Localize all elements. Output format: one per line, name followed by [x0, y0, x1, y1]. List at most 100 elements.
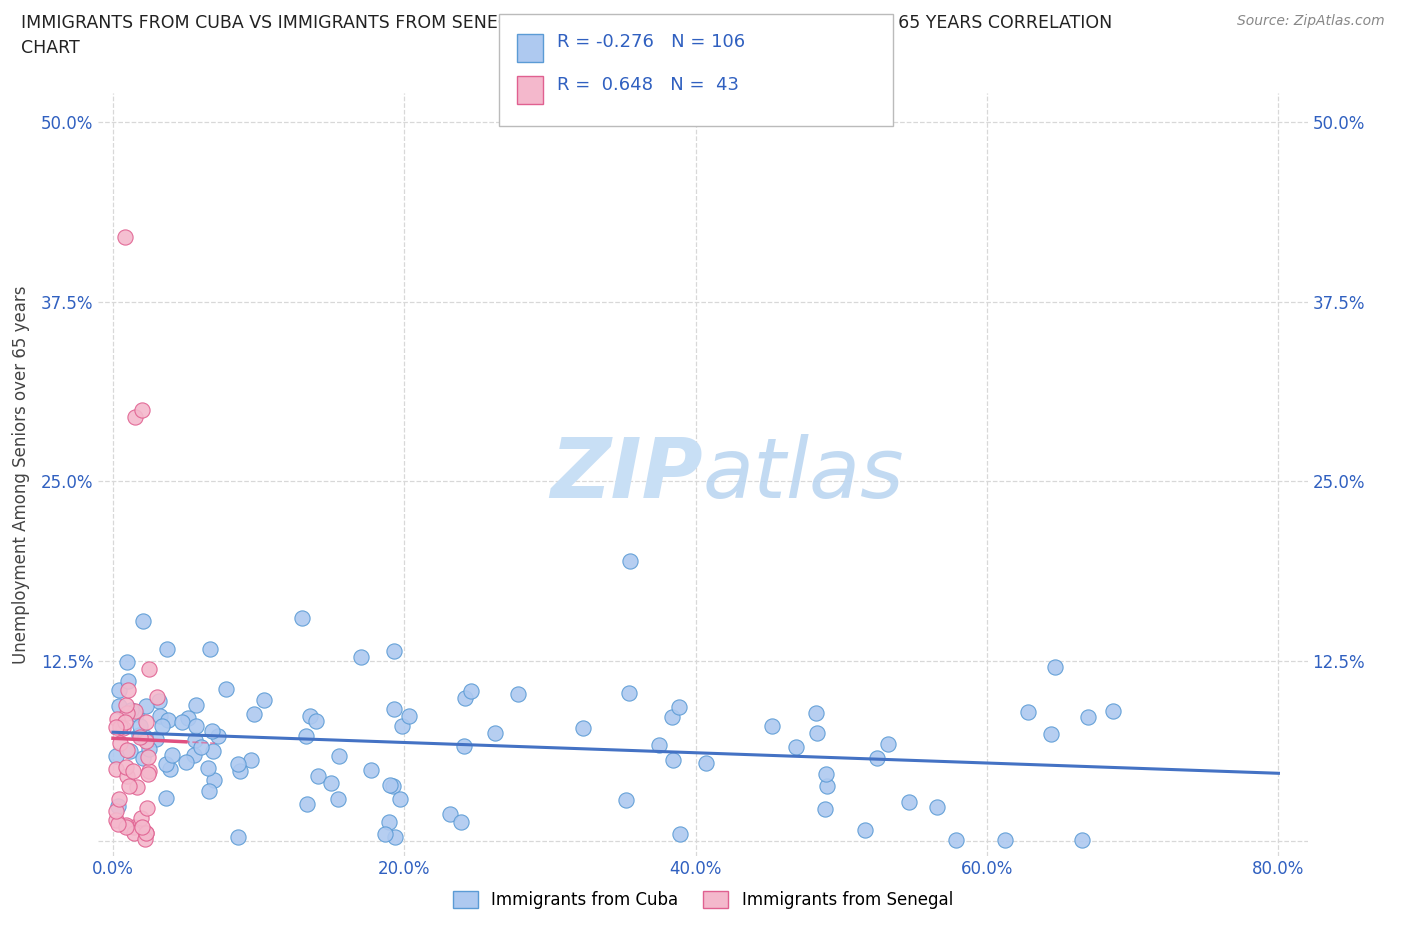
- Point: [198, 784, 221, 799]
- Point: [945, 832, 967, 847]
- Point: [150, 719, 173, 734]
- Point: [107, 683, 129, 698]
- Point: [138, 764, 160, 778]
- Point: [814, 802, 837, 817]
- Point: [155, 757, 177, 772]
- Point: [135, 826, 157, 841]
- Point: [669, 827, 692, 842]
- Text: CHART: CHART: [21, 39, 80, 57]
- Point: [815, 778, 838, 793]
- Legend: Immigrants from Cuba, Immigrants from Senegal: Immigrants from Cuba, Immigrants from Se…: [446, 884, 960, 916]
- Point: [619, 685, 641, 700]
- Point: [125, 779, 148, 794]
- Point: [104, 749, 127, 764]
- Point: [695, 756, 717, 771]
- Point: [111, 721, 134, 736]
- Point: [131, 402, 153, 417]
- Point: [619, 553, 641, 568]
- Point: [114, 230, 136, 245]
- Point: [129, 719, 152, 734]
- Text: atlas: atlas: [703, 433, 904, 515]
- Point: [145, 690, 167, 705]
- Point: [132, 613, 155, 628]
- Point: [183, 748, 205, 763]
- Point: [155, 790, 177, 805]
- Point: [876, 737, 898, 752]
- Point: [149, 709, 172, 724]
- Point: [328, 749, 350, 764]
- Point: [108, 792, 131, 807]
- Point: [107, 698, 129, 713]
- Point: [197, 761, 219, 776]
- Point: [389, 791, 412, 806]
- Point: [117, 683, 139, 698]
- Point: [295, 796, 318, 811]
- Point: [114, 715, 136, 730]
- Point: [647, 737, 669, 752]
- Point: [898, 795, 921, 810]
- Point: [156, 642, 179, 657]
- Point: [761, 718, 783, 733]
- Point: [377, 814, 399, 829]
- Point: [104, 812, 127, 827]
- Point: [159, 762, 181, 777]
- Point: [295, 729, 318, 744]
- Point: [148, 694, 170, 709]
- Text: ZIP: ZIP: [550, 433, 703, 515]
- Point: [122, 764, 145, 779]
- Point: [115, 769, 138, 784]
- Point: [157, 713, 180, 728]
- Point: [228, 764, 250, 778]
- Point: [1102, 704, 1125, 719]
- Point: [108, 720, 131, 735]
- Point: [190, 739, 212, 754]
- Point: [184, 719, 207, 734]
- Point: [226, 757, 249, 772]
- Point: [136, 766, 159, 781]
- Point: [120, 702, 142, 717]
- Point: [1077, 710, 1099, 724]
- Point: [134, 831, 156, 846]
- Point: [661, 710, 683, 724]
- Point: [668, 699, 690, 714]
- Point: [115, 820, 138, 835]
- Point: [122, 820, 145, 835]
- Point: [136, 750, 159, 764]
- Point: [177, 711, 200, 725]
- Point: [925, 799, 948, 814]
- Point: [201, 724, 224, 738]
- Point: [135, 734, 157, 749]
- Point: [853, 822, 876, 837]
- Point: [135, 826, 157, 841]
- Point: [1017, 705, 1039, 720]
- Point: [319, 776, 342, 790]
- Point: [484, 725, 506, 740]
- Point: [136, 800, 159, 815]
- Point: [506, 687, 529, 702]
- Point: [110, 736, 132, 751]
- Point: [145, 731, 167, 746]
- Point: [131, 819, 153, 834]
- Point: [207, 729, 229, 744]
- Point: [115, 818, 138, 833]
- Point: [350, 649, 373, 664]
- Point: [118, 744, 141, 759]
- Point: [806, 725, 828, 740]
- Point: [124, 704, 146, 719]
- Point: [253, 693, 276, 708]
- Y-axis label: Unemployment Among Seniors over 65 years: Unemployment Among Seniors over 65 years: [11, 286, 30, 663]
- Point: [228, 830, 250, 844]
- Point: [134, 730, 156, 745]
- Point: [384, 830, 406, 844]
- Point: [866, 751, 889, 765]
- Point: [105, 762, 128, 777]
- Point: [125, 707, 148, 722]
- Point: [374, 827, 396, 842]
- Point: [785, 739, 807, 754]
- Point: [200, 642, 222, 657]
- Point: [391, 719, 413, 734]
- Point: [122, 825, 145, 840]
- Point: [662, 752, 685, 767]
- Text: IMMIGRANTS FROM CUBA VS IMMIGRANTS FROM SENEGAL UNEMPLOYMENT AMONG SENIORS OVER : IMMIGRANTS FROM CUBA VS IMMIGRANTS FROM …: [21, 14, 1112, 32]
- Point: [135, 714, 157, 729]
